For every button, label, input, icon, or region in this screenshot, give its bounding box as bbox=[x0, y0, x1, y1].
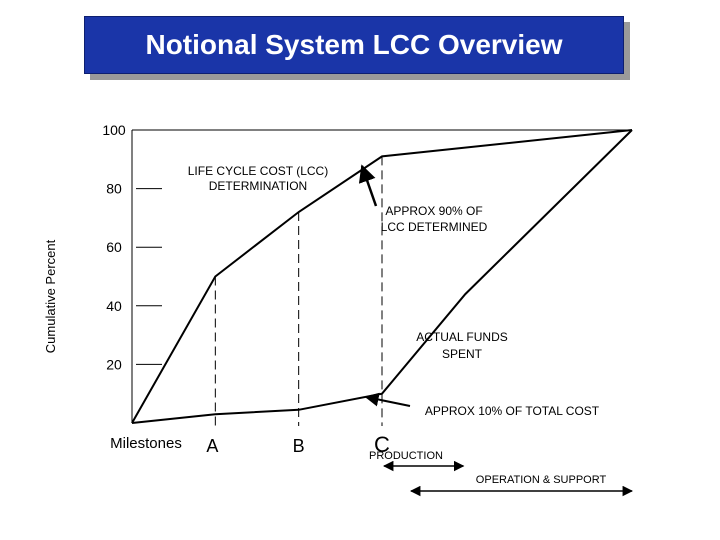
y-tick-label: 40 bbox=[106, 298, 122, 314]
phase-label-operation-support: OPERATION & SUPPORT bbox=[476, 474, 607, 486]
annotation-funds-line2: SPENT bbox=[442, 347, 483, 361]
series-line-actual-funds bbox=[131, 129, 633, 424]
x-label-c: C bbox=[374, 432, 390, 457]
x-label-a: A bbox=[206, 436, 218, 456]
annotation-approx10: APPROX 10% OF TOTAL COST bbox=[425, 404, 600, 418]
x-label-milestones: Milestones bbox=[110, 435, 182, 452]
series-line-lcc-determination bbox=[131, 129, 633, 424]
y-tick-label: 100 bbox=[102, 122, 126, 138]
annotation-funds-line1: ACTUAL FUNDS bbox=[416, 330, 508, 344]
arrow-approx90 bbox=[358, 164, 378, 207]
annotation-lcc-line1: LIFE CYCLE COST (LCC) bbox=[188, 164, 328, 178]
annotation-approx90-line1: APPROX 90% OF bbox=[385, 204, 482, 218]
annotation-approx90-line2: LCC DETERMINED bbox=[381, 220, 488, 234]
x-label-b: B bbox=[293, 436, 305, 456]
title-banner: Notional System LCC Overview bbox=[84, 16, 624, 74]
y-tick-label: 20 bbox=[106, 356, 122, 372]
y-axis-label: Cumulative Percent bbox=[43, 239, 58, 353]
chart-title: Notional System LCC Overview bbox=[145, 29, 563, 60]
annotation-lcc-line2: DETERMINATION bbox=[209, 179, 307, 193]
y-tick-label: 60 bbox=[106, 239, 122, 255]
x-label-production-subscript: PRODUCTION bbox=[369, 450, 443, 462]
y-tick-label: 80 bbox=[106, 181, 122, 197]
arrow-approx10 bbox=[364, 392, 411, 407]
